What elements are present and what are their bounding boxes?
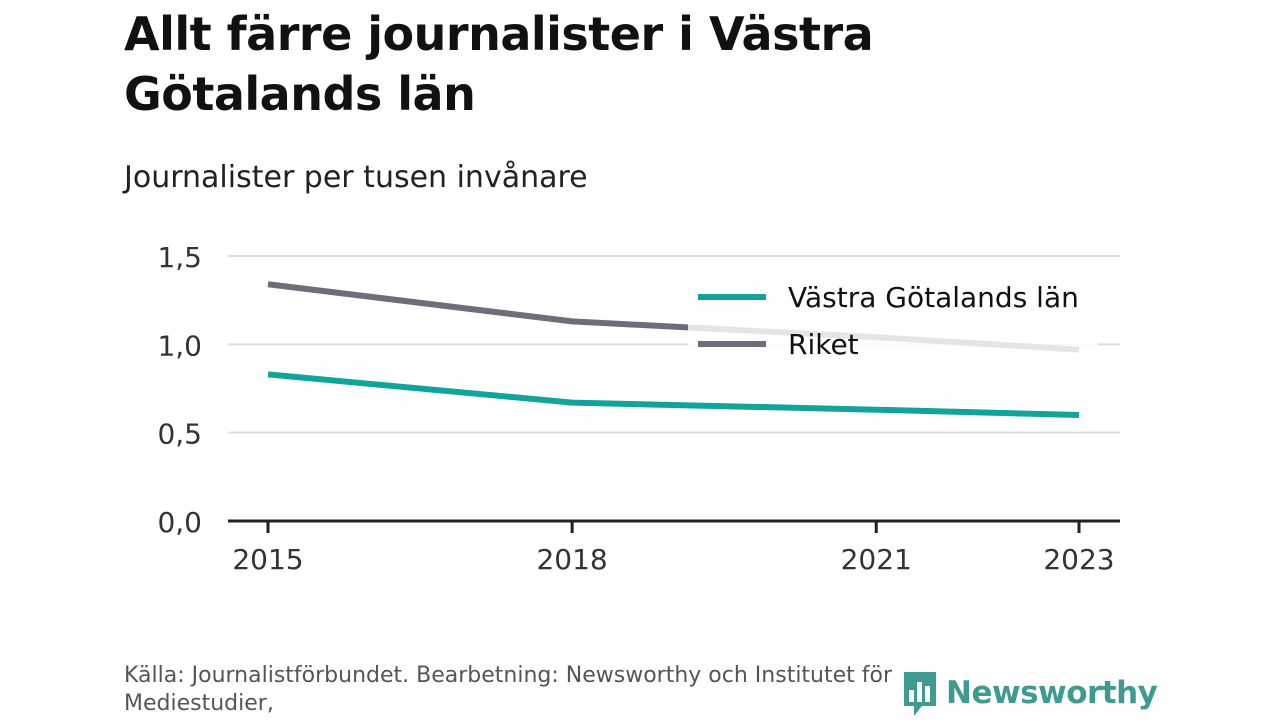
source-note: Källa: Journalistförbundet. Bearbetning:… [124,663,893,716]
chart-subtitle: Journalister per tusen invånare [124,160,588,195]
newsworthy-logo: Newsworthy [900,668,1158,718]
x-tick-label: 2021 [841,543,912,576]
y-tick-label: 0,0 [157,506,202,539]
newsworthy-logo-text: Newsworthy [946,675,1158,711]
chart-title: Allt färre journalister i Västra Götalan… [124,7,874,121]
legend-label: Riket [788,328,859,361]
x-tick-label: 2023 [1043,543,1114,576]
newsworthy-logo-icon [904,672,936,716]
y-tick-label: 0,5 [157,418,202,451]
y-tick-label: 1,0 [157,329,202,362]
x-tick-label: 2015 [232,543,303,576]
y-tick-label: 1,5 [157,241,202,274]
legend-background [688,270,1098,374]
series-line-0 [267,371,1080,418]
x-tick-label: 2018 [536,543,607,576]
line-chart: 0,0 0,5 1,0 1,5 2015 2018 2021 2023 Västra Göta… [157,241,1120,576]
legend-label: Västra Götalands län [788,281,1079,314]
